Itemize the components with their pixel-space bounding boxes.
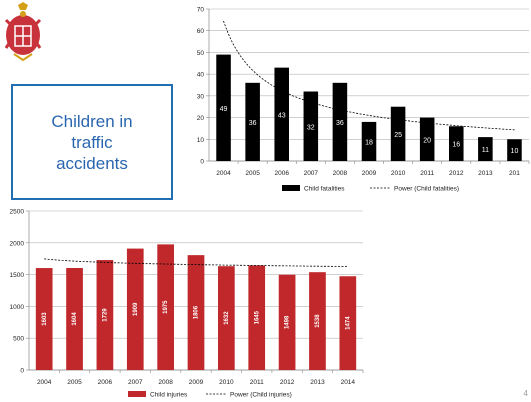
x-tick-label: 2007 (128, 379, 143, 386)
data-label: 20 (423, 137, 431, 144)
data-label: 1474 (345, 316, 351, 330)
bar (96, 260, 114, 370)
x-tick-label: 2009 (189, 379, 204, 386)
bar (35, 268, 53, 370)
data-label: 49 (220, 106, 228, 113)
corner-mark: 4 (523, 389, 528, 398)
x-tick-label: 2008 (158, 379, 173, 386)
x-tick-label: 2006 (274, 170, 289, 177)
x-tick-label: 2012 (280, 379, 295, 386)
x-tick-label: 2008 (333, 170, 348, 177)
x-tick-label: 2005 (245, 170, 260, 177)
data-label: 1604 (72, 312, 78, 326)
data-label: 1806 (194, 305, 200, 319)
data-label: 16 (452, 142, 460, 149)
data-label: 1632 (224, 311, 230, 325)
x-tick-label: 201 (509, 170, 520, 177)
y-tick-label: 40 (197, 72, 205, 79)
trendline (44, 258, 348, 267)
data-label: 1975 (163, 300, 169, 314)
bar (66, 267, 83, 370)
x-tick-label: 2011 (420, 170, 434, 177)
x-tick-label: 2010 (219, 379, 234, 386)
legend-label: Child fatalities (304, 186, 345, 193)
data-label: 36 (336, 120, 344, 127)
x-tick-label: 2010 (391, 170, 406, 177)
y-tick-label: 10 (197, 137, 205, 144)
data-label: 43 (278, 112, 286, 119)
legend-swatch (128, 391, 146, 397)
bar (157, 244, 174, 370)
y-tick-label: 0 (200, 159, 204, 166)
bar (507, 139, 522, 161)
bar (449, 126, 464, 161)
data-label: 1538 (315, 314, 321, 328)
data-label: 36 (249, 120, 257, 127)
bar (126, 248, 144, 370)
x-tick-label: 2006 (98, 379, 113, 386)
bar (303, 91, 319, 161)
data-label: 1645 (254, 310, 260, 324)
slide-title-text: Children in traffic accidents (51, 111, 133, 173)
y-tick-label: 70 (197, 7, 205, 14)
bar (332, 82, 348, 161)
x-tick-label: 2004 (216, 170, 231, 177)
bar (248, 265, 266, 370)
x-tick-label: 2011 (250, 379, 264, 386)
data-label: 10 (511, 148, 519, 155)
bar (274, 67, 289, 161)
serbian-coat-of-arms-icon (4, 2, 42, 66)
trendline (223, 20, 515, 131)
child-injuries-chart: 0 500 1000 1500 2000 2500 1603 2004 1604 2005 1729… (10, 209, 364, 399)
data-label: 1498 (285, 315, 291, 329)
x-tick-label: 2004 (37, 379, 52, 386)
x-tick-label: 2009 (362, 170, 377, 177)
y-tick-label: 2000 (10, 240, 25, 247)
data-label: 1603 (42, 312, 48, 326)
bar (419, 117, 435, 161)
bar (478, 137, 493, 161)
y-tick-label: 500 (13, 336, 24, 343)
data-label: 25 (394, 132, 402, 139)
child-fatalities-chart: 0 10 20 30 40 50 60 70 49 2004 36 2005 43 2006 32 2007 3… (197, 7, 530, 193)
data-label: 1909 (133, 302, 139, 316)
y-tick-label: 2500 (10, 209, 25, 216)
data-label: 32 (307, 124, 315, 131)
x-tick-label: 2007 (304, 170, 319, 177)
x-tick-label: 2013 (310, 379, 325, 386)
data-label: 11 (482, 147, 489, 154)
x-tick-label: 2013 (478, 170, 493, 177)
data-label: 18 (365, 139, 373, 146)
x-tick-label: 2014 (341, 379, 356, 386)
bar (216, 54, 231, 161)
bar (361, 121, 377, 161)
slide-title: Children in traffic accidents (11, 84, 173, 200)
legend-label: Power (Child injuries) (230, 392, 292, 399)
y-tick-label: 50 (197, 50, 205, 57)
bar (187, 255, 205, 370)
y-tick-label: 1500 (10, 272, 25, 279)
bar (278, 274, 296, 370)
bar (309, 272, 326, 370)
y-tick-label: 20 (197, 115, 205, 122)
y-tick-label: 60 (197, 28, 205, 35)
bar (218, 266, 235, 370)
bar (245, 82, 260, 161)
legend-label: Child injuries (150, 392, 188, 399)
x-tick-label: 2012 (449, 170, 464, 177)
y-tick-label: 1000 (10, 304, 25, 311)
legend-label: Power (Child fatalities) (394, 186, 459, 193)
y-tick-label: 0 (20, 368, 24, 375)
legend-swatch (282, 185, 300, 191)
data-label: 1729 (102, 308, 108, 322)
x-tick-label: 2005 (67, 379, 82, 386)
y-tick-label: 30 (197, 93, 205, 100)
bar (339, 276, 357, 370)
